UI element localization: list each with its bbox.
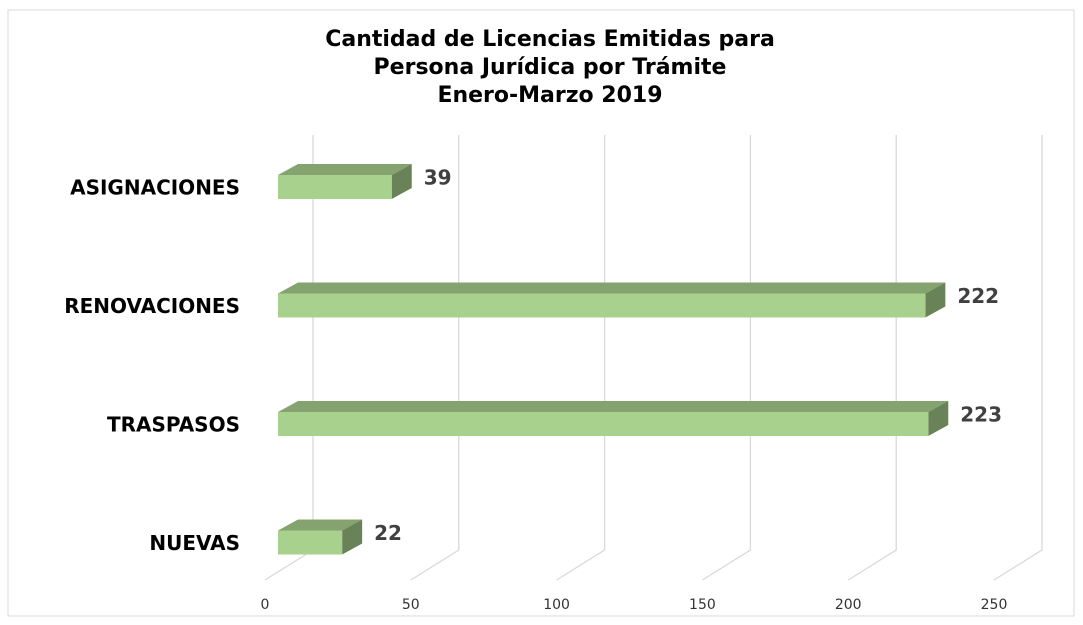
bar-face <box>278 530 343 555</box>
grid-line <box>993 135 1043 581</box>
chart-title: Enero-Marzo 2019 <box>437 83 662 108</box>
bar-face <box>278 519 363 531</box>
bar-face <box>278 175 392 199</box>
bar-face <box>928 401 949 436</box>
x-tick-label: 50 <box>402 597 420 613</box>
value-label: 222 <box>957 284 999 308</box>
grid-line <box>847 135 897 581</box>
bar-face <box>342 519 363 555</box>
x-tick-label: 0 <box>261 597 270 613</box>
grid-line <box>556 135 606 581</box>
x-tick-label: 150 <box>689 597 716 613</box>
chart-title: Persona Jurídica por Trámite <box>374 55 727 80</box>
bar <box>278 282 946 318</box>
category-label: ASIGNACIONES <box>70 176 240 200</box>
category-label: NUEVAS <box>149 531 240 555</box>
bar-face <box>391 164 412 199</box>
x-tick-label: 200 <box>835 597 862 613</box>
bar-face <box>278 293 926 318</box>
bar-face <box>278 412 929 436</box>
bar-face <box>278 282 946 294</box>
x-tick-label: 100 <box>543 597 570 613</box>
grid-line <box>702 135 752 581</box>
value-label: 22 <box>374 521 402 545</box>
category-label: TRASPASOS <box>107 413 240 437</box>
bar <box>278 519 363 555</box>
value-label: 39 <box>424 166 452 190</box>
bar-face <box>925 282 946 318</box>
bar <box>278 164 412 199</box>
x-tick-label: 250 <box>981 597 1008 613</box>
chart-title: Cantidad de Licencias Emitidas para <box>325 27 775 52</box>
bar-face <box>278 401 949 412</box>
grid-line <box>410 135 460 581</box>
bar-face <box>278 164 412 175</box>
category-label: RENOVACIONES <box>64 294 240 318</box>
bar <box>278 401 949 436</box>
value-label: 223 <box>960 403 1002 427</box>
